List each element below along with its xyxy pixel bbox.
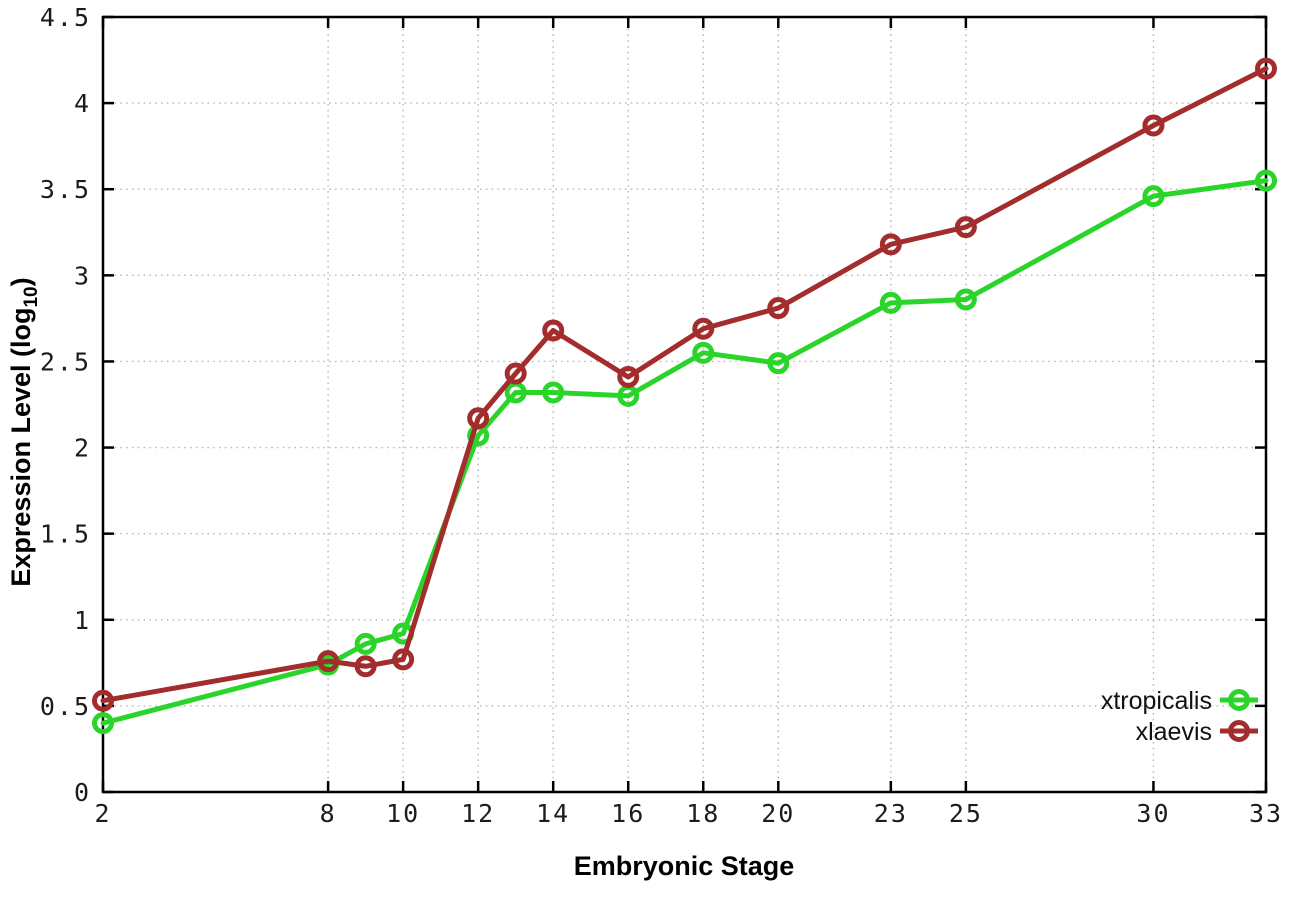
data-series [92,57,1277,735]
data-point-xlaevis [767,297,790,320]
data-point-xlaevis [354,655,377,678]
plot-border-rect [101,15,1268,794]
data-point-xtropicalis [1255,169,1277,192]
y-tick-label: 4.5 [40,3,91,32]
y-tick-label: 0.5 [40,692,91,721]
x-tick-label: 18 [686,799,720,828]
data-point-xlaevis [954,216,977,239]
data-point-xlaevis [467,407,490,430]
data-point-xtropicalis [542,381,565,404]
data-point-xlaevis [1255,57,1277,80]
x-tick-label: 2 [94,799,111,828]
legend-label: xtropicalis [1101,687,1212,715]
axis-ticks: 2 8 10 12 14 16 18 20 23 25 30 33 0 0.5 1 1.5 2 2.5 3 3.5 4 4… [40,3,1283,828]
data-point-xlaevis [692,317,715,340]
y-tick-label: 3 [74,261,91,290]
y-tick-label: 1 [74,606,91,635]
data-point-xtropicalis [767,352,790,375]
data-point-xlaevis [879,233,902,256]
data-point-xtropicalis [92,712,114,735]
y-tick-label: 1.5 [40,520,91,549]
plot-border [101,15,1268,794]
data-point-xlaevis [392,648,415,671]
legend-label: xlaevis [1136,718,1212,746]
y-tick-label: 2 [74,434,91,463]
data-point-xtropicalis [879,291,902,314]
legend-marker-sample [1228,689,1250,711]
legend-marker-sample [1228,720,1250,742]
x-tick-label: 20 [761,799,795,828]
axis-labels: Embryonic Stage Expression Level (log10) [6,277,794,881]
x-tick-label: 10 [386,799,420,828]
x-tick-label: 12 [461,799,495,828]
x-tick-label: 14 [536,799,570,828]
x-axis-title: Embryonic Stage [574,851,795,881]
series-xlaevis [92,57,1277,712]
x-tick-label: 30 [1136,799,1170,828]
y-tick-label: 0 [74,778,91,807]
series-line [100,178,1269,726]
data-point-xtropicalis [1142,185,1165,208]
x-tick-label: 33 [1249,799,1283,828]
data-point-xlaevis [92,689,114,712]
data-point-xlaevis [504,362,527,385]
y-axis-title: Expression Level (log10) [6,277,42,586]
data-point-xlaevis [317,650,340,673]
legend-item-xtropicalis: xtropicalis [1101,687,1258,715]
series-xtropicalis [92,169,1277,735]
x-tick-label: 16 [611,799,645,828]
legend-item-xlaevis: xlaevis [1136,718,1258,746]
y-tick-label: 4 [74,89,91,118]
series-line [100,66,1269,704]
x-tick-label: 23 [874,799,908,828]
y-tick-label: 2.5 [40,347,91,376]
data-point-xlaevis [1142,114,1165,137]
x-tick-label: 25 [949,799,983,828]
x-tick-label: 8 [320,799,337,828]
data-point-xlaevis [617,365,640,388]
data-point-xtropicalis [692,341,715,364]
data-point-xlaevis [542,319,565,342]
y-tick-label: 3.5 [40,175,91,204]
data-point-xtropicalis [354,632,377,655]
data-point-xtropicalis [954,288,977,311]
legend: xtropicalis xlaevis [1101,687,1258,746]
